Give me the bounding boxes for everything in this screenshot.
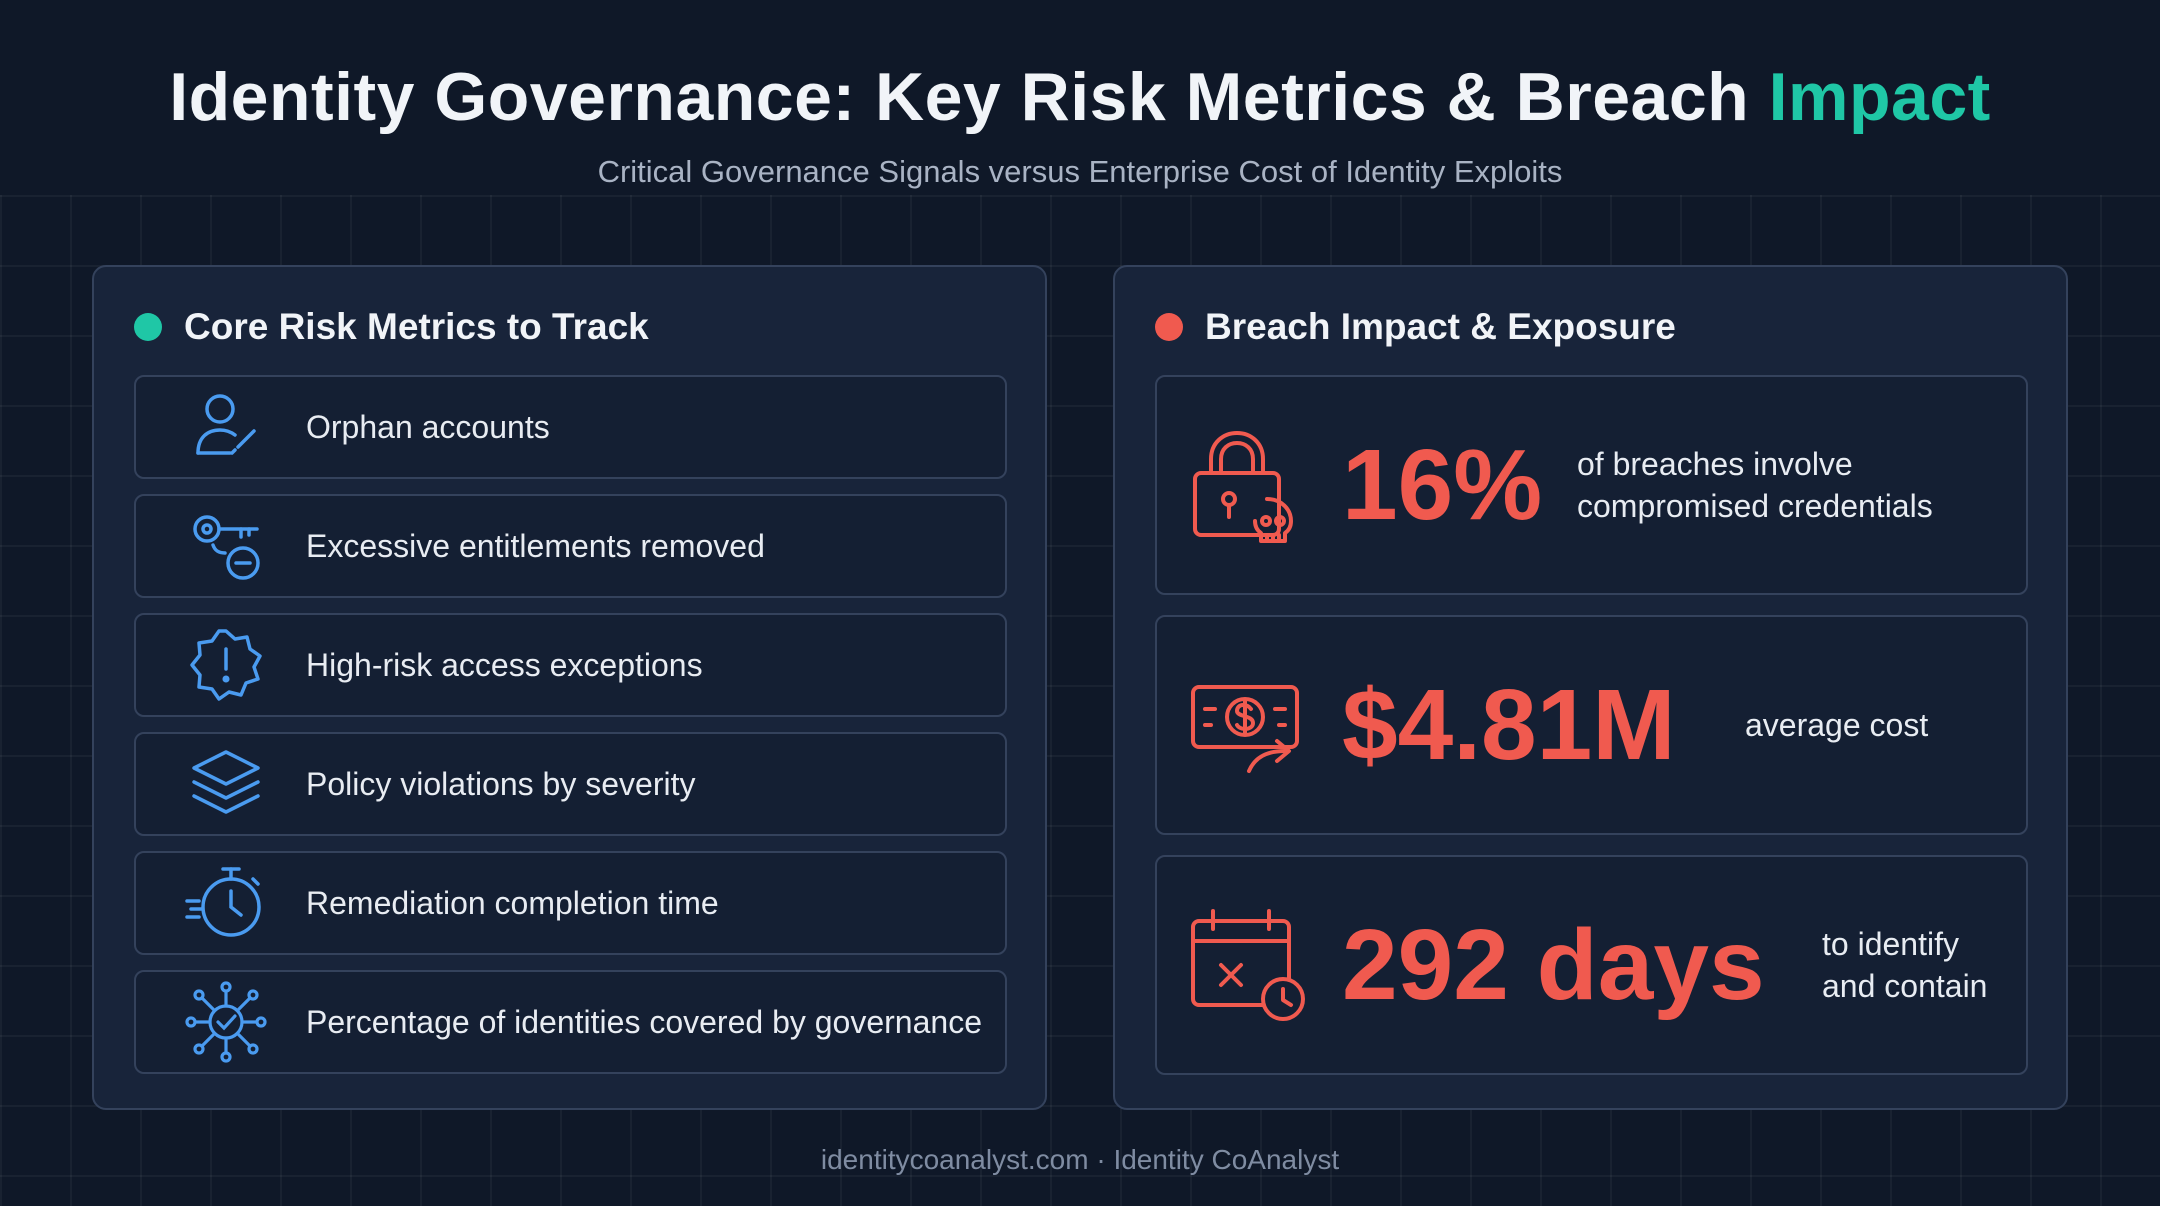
impact-value: 292 days [1342,909,1765,1021]
metric-label: High-risk access exceptions [306,646,703,683]
metric-item-remediation-time: Remediation completion time [134,851,1007,955]
impact-description: average cost [1745,704,1928,746]
metric-item-excessive-entitlements: Excessive entitlements removed [134,494,1007,598]
title-main: Identity Governance: Key Risk Metrics & … [169,59,1750,135]
impact-desc-line: compromised credentials [1577,488,1933,524]
panel-title: Core Risk Metrics to Track [184,306,649,347]
stopwatch-icon [176,858,276,948]
layers-icon [176,739,276,829]
money-transfer-icon [1189,667,1314,787]
metric-item-identity-coverage: Percentage of identities covered by gove… [134,970,1007,1074]
impact-desc-line: and contain [1822,968,1988,1004]
page-subtitle: Critical Governance Signals versus Enter… [597,154,1563,189]
impact-card-average-cost: $4.81M average cost [1155,615,2028,835]
impact-description: of breaches involve compromised credenti… [1577,443,1933,527]
impact-card-credentials: 16% of breaches involve compromised cred… [1155,375,2028,595]
red-dot-icon [1155,313,1183,341]
user-slash-icon [176,382,276,472]
metric-label: Remediation completion time [306,884,719,921]
core-risk-metrics-panel: Core Risk Metrics to Track Orphan accoun… [92,265,1047,1110]
metric-label: Policy violations by severity [306,765,696,802]
breach-impact-panel: Breach Impact & Exposure 16% of breaches… [1113,265,2068,1110]
metric-label: Percentage of identities covered by gove… [306,1003,982,1040]
title-accent: Impact [1768,59,1991,135]
impact-value: $4.81M [1342,669,1676,781]
key-minus-icon [176,501,276,591]
impact-desc-line: to identify [1822,926,1959,962]
impact-value: 16% [1342,429,1543,541]
metric-item-policy-violations: Policy violations by severity [134,732,1007,836]
impact-card-days-to-contain: 292 days to identify and contain [1155,855,2028,1075]
panel-title: Breach Impact & Exposure [1205,306,1676,347]
panel-header: Core Risk Metrics to Track [134,297,649,357]
impact-desc-line: of breaches involve [1577,446,1853,482]
footer-credit: identitycoanalyst.com · Identity CoAnaly… [820,1144,1340,1175]
metric-item-high-risk-exceptions: High-risk access exceptions [134,613,1007,717]
metric-label: Excessive entitlements removed [306,527,765,564]
calendar-clock-icon [1189,907,1314,1027]
teal-dot-icon [134,313,162,341]
impact-desc-line: average cost [1745,707,1929,743]
alert-badge-icon [176,620,276,710]
impact-description: to identify and contain [1822,923,1987,1007]
lock-skull-icon [1189,427,1314,547]
metric-label: Orphan accounts [306,408,550,445]
metric-item-orphan-accounts: Orphan accounts [134,375,1007,479]
network-check-icon [176,977,276,1067]
panel-header: Breach Impact & Exposure [1155,297,1676,357]
page-title: Identity Governance: Key Risk Metrics & … [0,58,2160,136]
